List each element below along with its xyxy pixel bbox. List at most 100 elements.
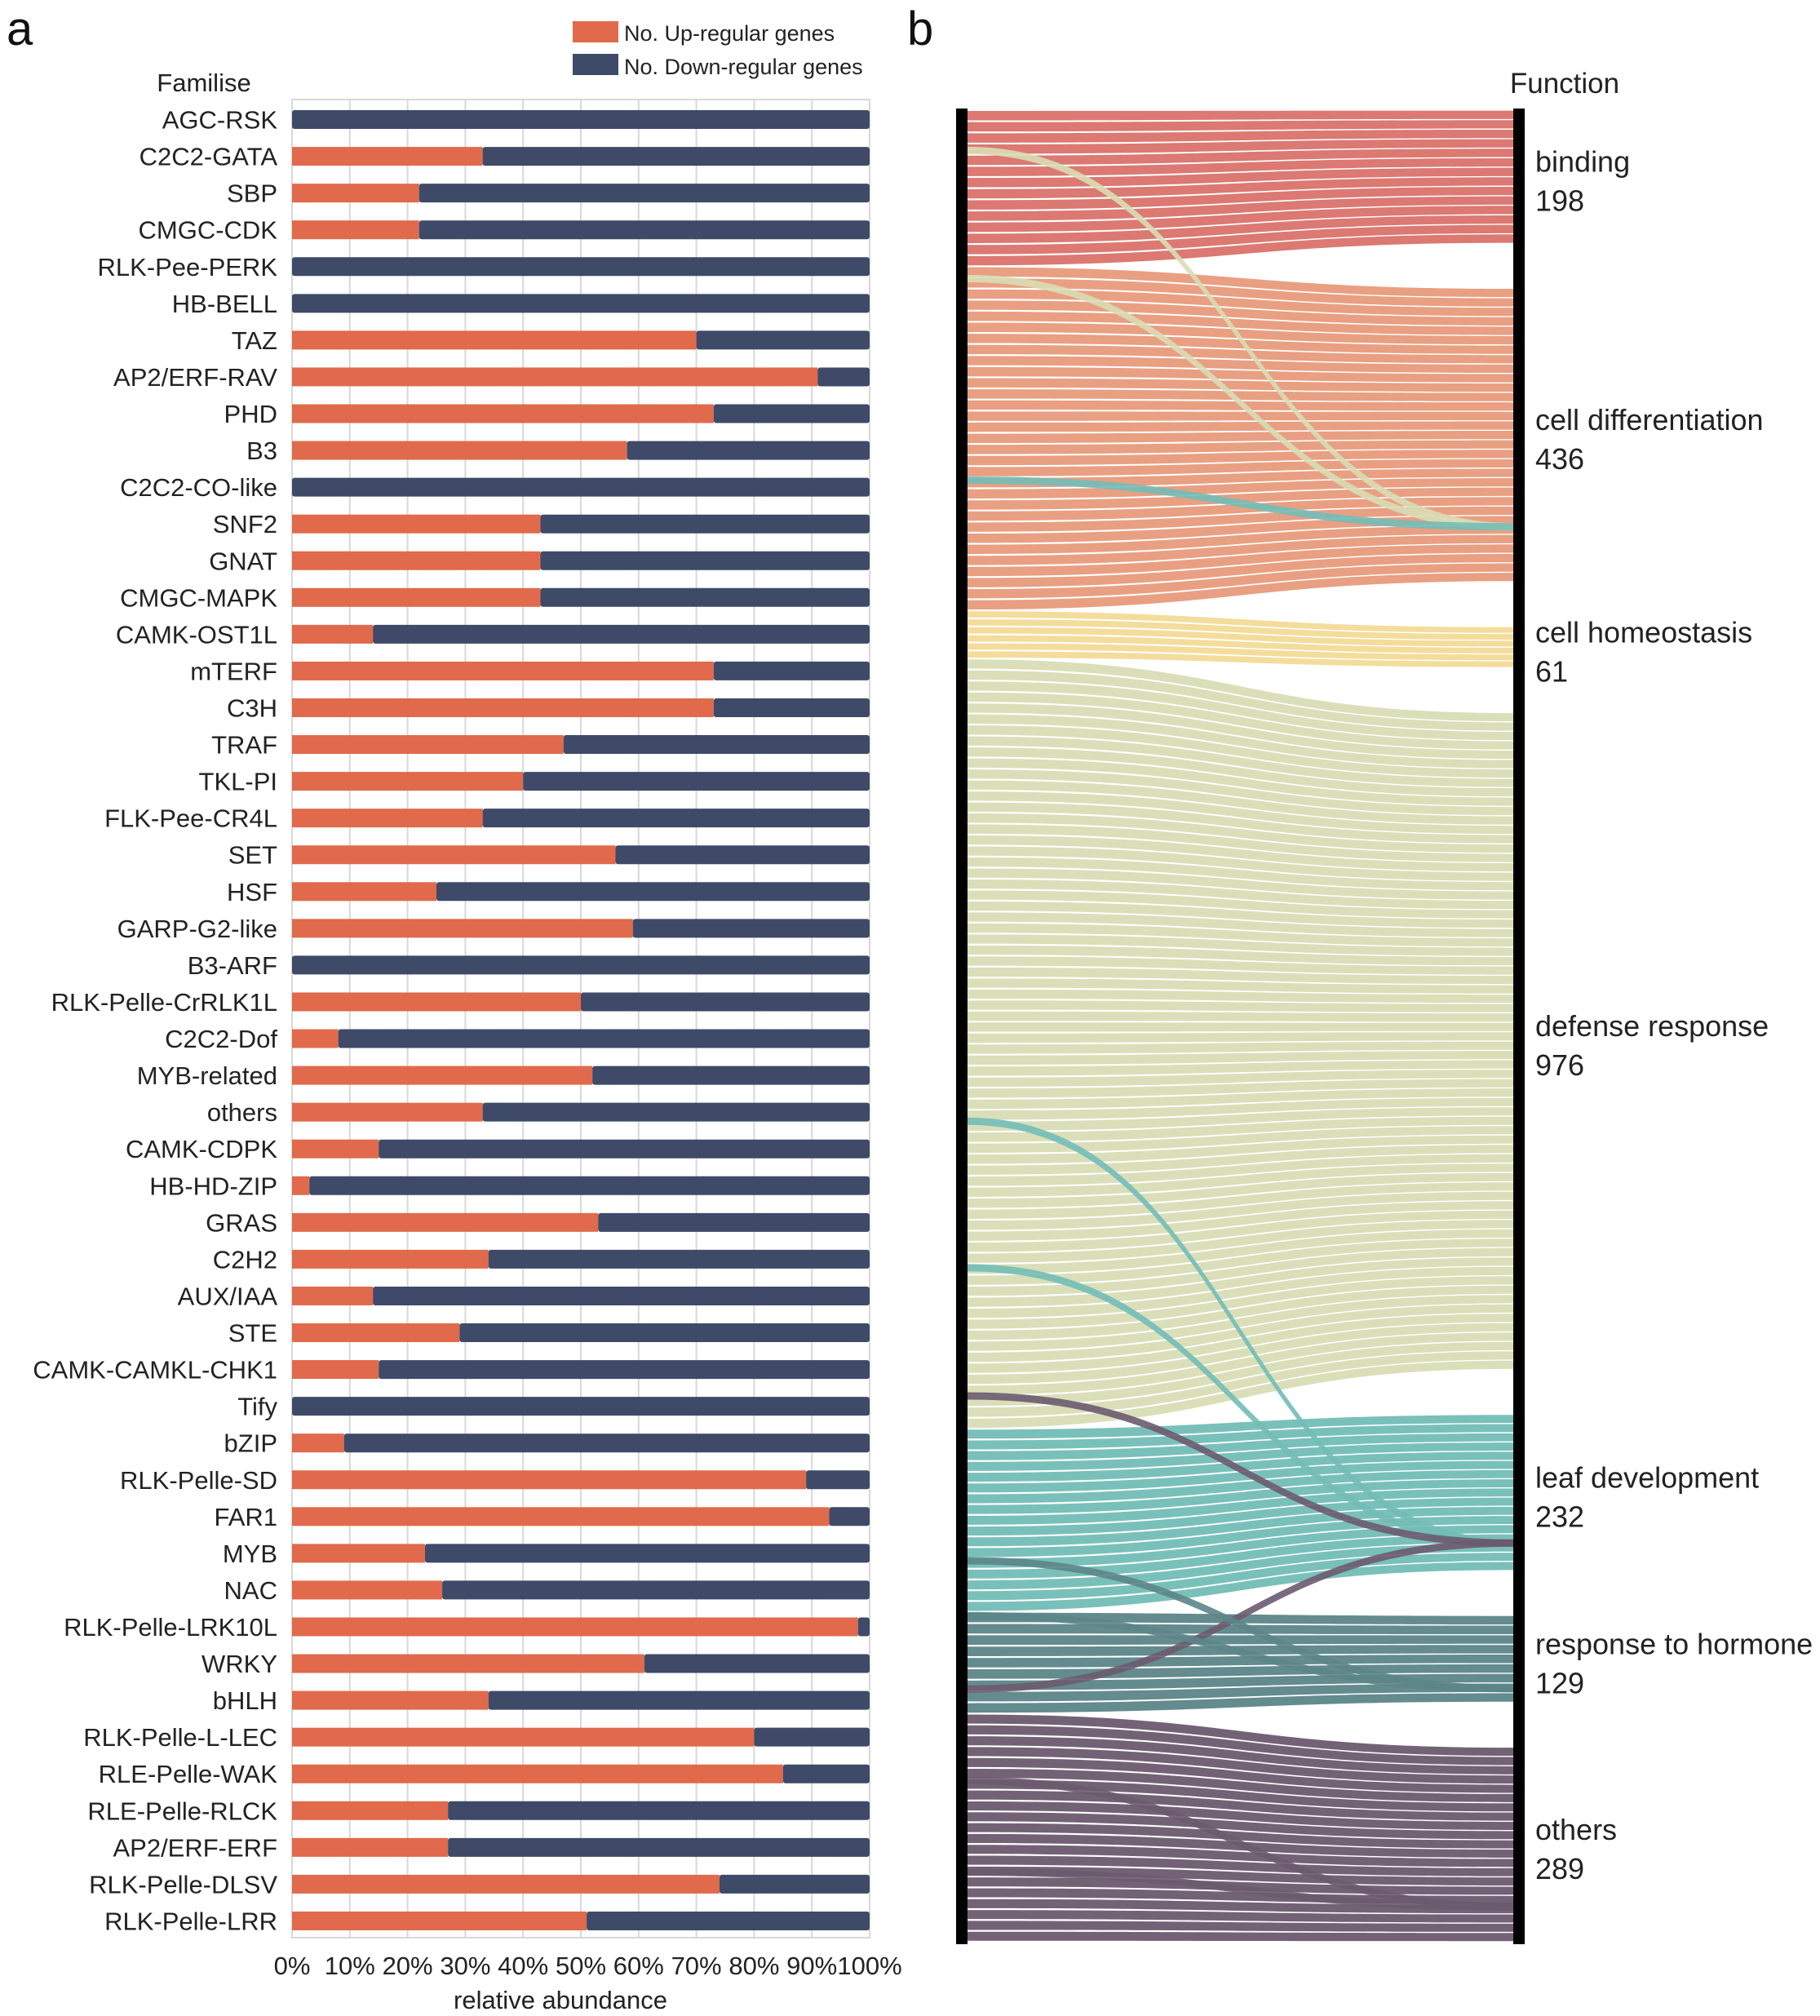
down-bar — [309, 1176, 870, 1195]
category-label: bZIP — [224, 1429, 277, 1458]
sankey-flow — [968, 1479, 1513, 1514]
sankey-flow — [968, 148, 1513, 166]
sankey-flow — [968, 1392, 1513, 1547]
category-label: SET — [228, 841, 277, 870]
sankey-flow — [968, 1855, 1513, 1876]
bar-row: WRKY — [201, 1650, 870, 1678]
sankey-flow — [968, 912, 1513, 937]
down-bar — [482, 147, 870, 166]
sankey-flow — [968, 1921, 1513, 1932]
sankey-flow — [968, 1070, 1513, 1088]
panel-a-label: a — [7, 2, 33, 55]
up-bar — [292, 1690, 489, 1710]
down-bar — [343, 1433, 870, 1453]
sankey-flow — [968, 1693, 1513, 1713]
down-bar — [615, 845, 870, 865]
up-bar — [292, 367, 818, 387]
bar-row: Tify — [237, 1393, 870, 1421]
sankey-flow — [968, 1845, 1513, 1868]
sankey-flow — [968, 459, 1513, 476]
down-bar — [482, 1102, 870, 1122]
category-label: bHLH — [213, 1686, 277, 1715]
sankey-flow — [968, 1163, 1513, 1197]
down-bar — [482, 809, 870, 828]
down-bar — [338, 1029, 870, 1048]
category-label: MYB-related — [137, 1061, 277, 1090]
down-bar — [448, 1837, 870, 1857]
category-label: AP2/ERF-ERF — [113, 1833, 277, 1862]
sankey-node-label: response to hormone — [1535, 1627, 1813, 1660]
x-tick-label: 70% — [671, 1952, 722, 1980]
sankey-flow — [968, 879, 1513, 910]
bar-row: AP2/ERF-ERF — [113, 1833, 870, 1862]
sankey-node-count: 61 — [1535, 654, 1568, 688]
sankey-flow — [968, 1611, 1513, 1693]
category-label: HSF — [227, 878, 277, 906]
sankey-flow — [968, 681, 1513, 741]
category-label: RLK-Pelle-L-LEC — [83, 1723, 277, 1752]
down-bar — [424, 1544, 870, 1563]
sankey-flow — [968, 978, 1513, 994]
up-bar — [292, 1507, 830, 1526]
down-bar — [581, 992, 870, 1012]
down-bar — [373, 624, 870, 644]
bar-row: TAZ — [232, 326, 870, 355]
x-tick-label: 0% — [274, 1952, 311, 1980]
x-tick-labels: 0% 10% 20% 30% 40% 50% 60% 70% 80% 90% 100% — [274, 1952, 902, 1980]
sankey-flow — [968, 835, 1513, 872]
sankey-flows — [968, 110, 1513, 1942]
down-bar — [829, 1507, 870, 1526]
sankey-flow — [968, 923, 1513, 947]
category-label: TRAF — [211, 731, 277, 760]
up-bar — [292, 1176, 310, 1195]
sankey-flow — [968, 196, 1513, 221]
sankey-flow — [968, 431, 1513, 443]
sankey-flow — [968, 1097, 1513, 1120]
category-label: AUX/IAA — [178, 1282, 278, 1310]
bar-row: AGC-RSK — [162, 106, 870, 135]
sankey-flow — [968, 1868, 1513, 1911]
category-label: HB-BELL — [172, 290, 277, 318]
category-label: NAC — [224, 1576, 277, 1605]
sankey-flow — [968, 813, 1513, 853]
down-bar — [523, 772, 870, 791]
up-bar — [292, 1066, 593, 1085]
bar-row: C2C2-CO-like — [120, 473, 870, 502]
sankey-node-label: cell differentiation — [1535, 403, 1764, 436]
bar-row: CMGC-MAPK — [120, 583, 870, 612]
sankey-flow — [968, 651, 1513, 667]
bar-row: CAMK-OST1L — [116, 620, 870, 649]
x-tick-label: 50% — [556, 1952, 606, 1980]
down-bar — [540, 514, 870, 534]
x-tick-label: 90% — [786, 1952, 837, 1980]
category-label: SNF2 — [213, 510, 277, 538]
sankey-flow — [968, 1011, 1513, 1022]
sankey-flow — [968, 206, 1513, 233]
up-bar — [292, 1580, 443, 1600]
sankey-flow — [968, 487, 1513, 510]
bar-row: NAC — [224, 1576, 870, 1605]
down-bar — [713, 698, 870, 717]
sankey-flow — [968, 356, 1513, 374]
bar-row: RLK-Pelle-SD — [120, 1466, 870, 1495]
up-bar — [292, 992, 581, 1012]
up-bar — [292, 1727, 755, 1747]
bar-row: RLE-Pelle-RLCK — [87, 1797, 870, 1825]
category-label: CMGC-CDK — [139, 216, 278, 245]
up-bar — [292, 661, 714, 680]
down-bar — [632, 919, 870, 938]
sankey-flow — [968, 1433, 1513, 1460]
down-bar — [292, 477, 870, 497]
bar-row: B3-ARF — [188, 951, 870, 980]
sankey-flow — [968, 1107, 1513, 1131]
up-bar — [292, 330, 697, 350]
sankey-flow — [968, 110, 1513, 121]
bar-row: HB-HD-ZIP — [149, 1172, 870, 1200]
down-bar — [754, 1727, 870, 1747]
up-bar — [292, 587, 541, 607]
bar-row: HSF — [227, 878, 870, 906]
sankey-flow — [968, 956, 1513, 975]
sankey-flow — [968, 1276, 1513, 1329]
down-bar — [292, 110, 870, 130]
